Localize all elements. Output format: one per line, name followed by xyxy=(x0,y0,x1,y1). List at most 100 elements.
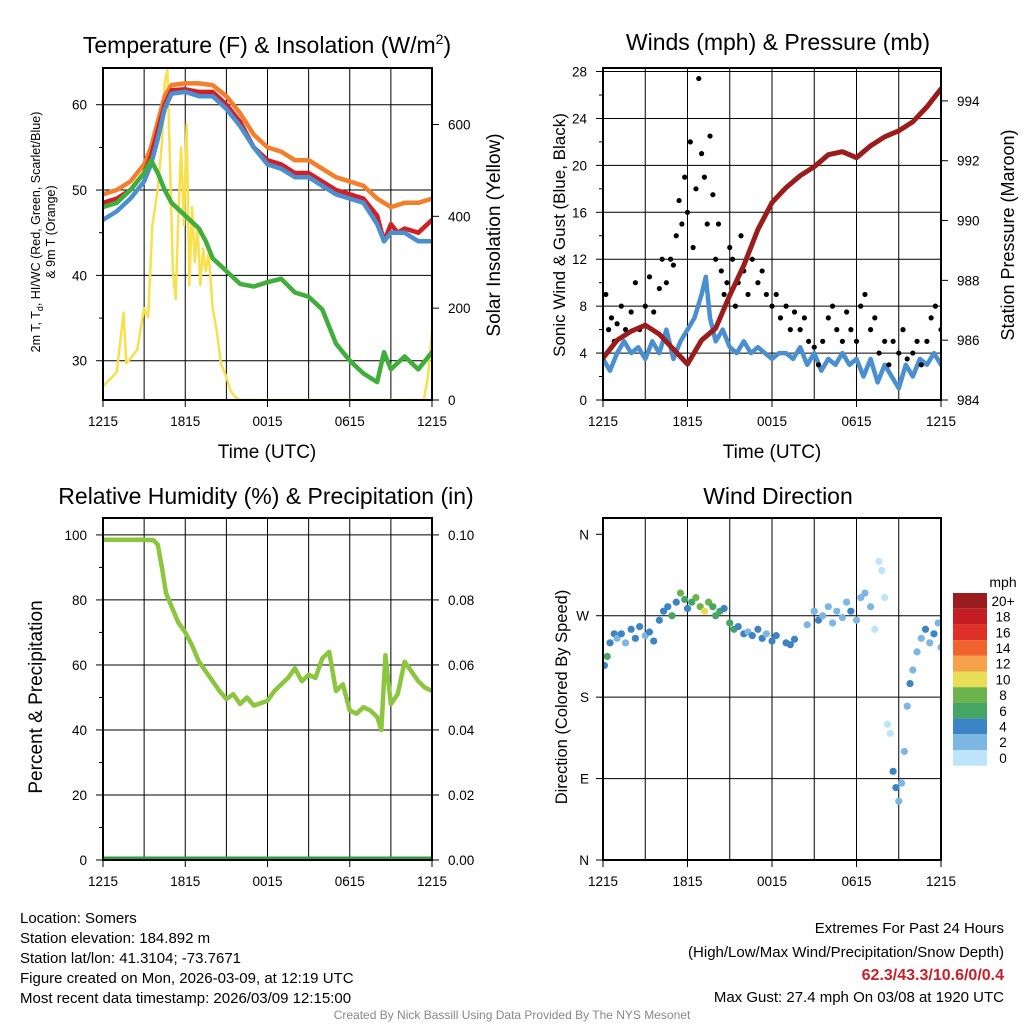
gust-point xyxy=(673,233,679,239)
wind-direction-point xyxy=(843,598,851,606)
gust-point xyxy=(622,327,629,333)
wind-direction-point xyxy=(720,604,728,613)
wind-direction-point xyxy=(617,630,625,638)
y-tick-label: N xyxy=(579,853,589,868)
wind-direction-point xyxy=(650,637,658,645)
gust-point xyxy=(701,174,708,180)
gust-point xyxy=(777,315,784,321)
wind-direction-point xyxy=(861,589,869,597)
wind-direction-point xyxy=(705,598,713,606)
gust-point xyxy=(763,291,769,298)
gust-point xyxy=(918,362,924,368)
colorbar-swatch xyxy=(953,593,987,609)
series-group xyxy=(603,557,941,805)
gust-point xyxy=(606,327,612,333)
winds-y-axis-label: Sonic Wind & Gust (Blue, Black) xyxy=(550,113,569,357)
wind-direction-point xyxy=(921,625,930,633)
x-tick-label: 1215 xyxy=(926,874,956,889)
gust-point xyxy=(806,338,812,344)
gust-point xyxy=(682,174,688,180)
colorbar-label: 18 xyxy=(995,610,1010,625)
x-tick-label: 0615 xyxy=(841,874,871,889)
y-tick-label: 20 xyxy=(572,158,587,173)
wind-direction-point xyxy=(819,612,827,620)
pressure-y-axis-label: Station Pressure (Maroon) xyxy=(998,129,1018,340)
wind-direction-point xyxy=(886,729,894,737)
winds-x-axis-label: Time (UTC) xyxy=(723,442,822,463)
gust-point xyxy=(721,291,727,298)
x-tick-label: 0615 xyxy=(335,414,365,429)
gust-point xyxy=(670,262,677,268)
gust-point xyxy=(769,303,775,309)
gust-point xyxy=(882,338,888,344)
wind-direction-point xyxy=(631,634,639,642)
wind-direction-point xyxy=(709,603,717,611)
y2-tick-label: 994 xyxy=(957,94,980,109)
extremes-title: Extremes For Past 24 Hours xyxy=(815,920,1004,937)
x-tick-label: 1215 xyxy=(588,874,618,889)
y-tick-label: 40 xyxy=(72,723,87,738)
y-tick-label: 100 xyxy=(64,528,87,543)
gust-point xyxy=(811,344,817,350)
wind-direction-point xyxy=(758,634,766,642)
wind-direction-point xyxy=(734,622,742,631)
gust-point xyxy=(668,256,674,262)
x-tick-label: 0015 xyxy=(252,414,282,429)
td-line xyxy=(103,157,432,385)
x-tick-label: 1815 xyxy=(672,874,702,889)
winds-plot: 1215 1815 0015 0615 121504812162024289849869… xyxy=(572,65,980,429)
gust-point xyxy=(608,315,615,321)
gust-point xyxy=(632,280,638,286)
recent-data-text: Most recent data timestamp: 2026/03/09 1… xyxy=(20,990,351,1007)
y2-tick-label: 0.08 xyxy=(448,593,474,608)
pressure-line xyxy=(603,86,941,367)
gust-point xyxy=(698,151,705,157)
wind-direction-point xyxy=(866,603,875,611)
winds-panel-title: Winds (mph) & Pressure (mb) xyxy=(626,29,930,55)
wind-direction-point xyxy=(676,589,685,597)
gust-point xyxy=(862,291,868,298)
gust-point xyxy=(614,321,620,327)
gust-point xyxy=(839,338,846,344)
y-tick-label: S xyxy=(580,690,589,705)
colorbar-swatch xyxy=(953,671,987,688)
wind-direction-point xyxy=(889,767,897,775)
plot-frame xyxy=(602,67,942,401)
y-tick-label: 0 xyxy=(79,853,87,868)
wind-direction-point xyxy=(621,639,630,647)
gust-point xyxy=(642,303,648,309)
gust-point xyxy=(687,139,693,145)
y-tick-label: 24 xyxy=(572,111,588,126)
colorbar-swatch xyxy=(953,750,987,766)
colorbar-label: 16 xyxy=(995,625,1010,640)
wind-direction-point xyxy=(603,661,609,670)
wind-direction-point xyxy=(900,747,908,756)
wind-direction-point xyxy=(875,557,883,566)
x-tick-label: 1815 xyxy=(170,874,200,889)
wind-direction-point xyxy=(692,594,700,602)
gust-point xyxy=(704,221,710,227)
gust-point xyxy=(797,327,803,333)
wind-direction-point xyxy=(688,598,696,606)
temperature-y-axis-label-line2: & 9m T (Orange) xyxy=(44,185,58,278)
y-tick-label: 16 xyxy=(572,205,587,220)
y2-tick-label: 990 xyxy=(957,214,980,229)
wind-direction-point xyxy=(627,625,635,633)
gust-point xyxy=(853,338,860,344)
gust-point xyxy=(618,303,624,309)
gust-point xyxy=(676,197,682,204)
y-tick-label: E xyxy=(580,772,589,787)
gust-point xyxy=(738,233,744,239)
gust-point xyxy=(690,244,696,251)
gust-point xyxy=(715,221,722,227)
colorbar-label: 4 xyxy=(999,719,1007,734)
gust-point xyxy=(876,350,882,356)
temperature-y-axis-label: 2m T, Td, HI/WC (Red, Green, Scarlet/Blu… xyxy=(29,112,45,353)
gust-point xyxy=(924,338,930,344)
gust-point xyxy=(900,327,906,333)
wind-direction-point xyxy=(847,607,855,615)
wind-direction-point xyxy=(790,635,799,643)
gust-point xyxy=(890,338,896,344)
gust-point xyxy=(910,350,916,356)
gust-point xyxy=(825,315,831,321)
